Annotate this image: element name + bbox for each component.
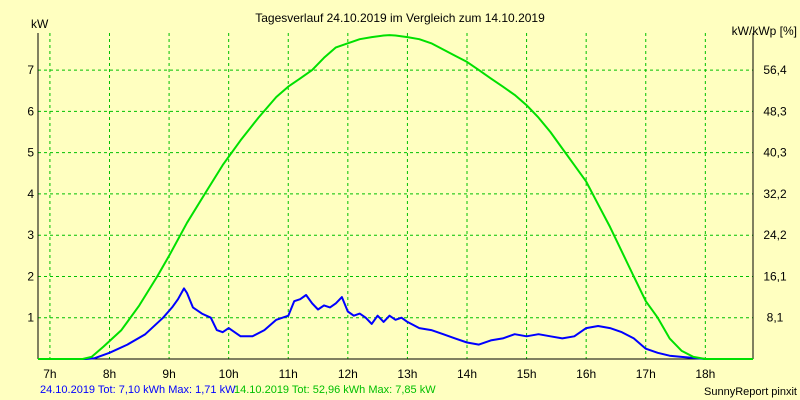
- x-tick-label-2: 9h: [162, 367, 175, 381]
- y-tick-label-left-0: 1: [27, 311, 34, 325]
- y-tick-label-right-0: 8,1: [767, 311, 784, 325]
- footer-series-b: 14.10.2019 Tot: 52,96 kWh Max: 7,85 kW: [234, 384, 436, 396]
- y-axis-label-right: kW/kWp [%]: [732, 24, 797, 38]
- y-tick-label-right-3: 32,2: [763, 187, 787, 201]
- x-tick-label-0: 7h: [43, 367, 56, 381]
- x-tick-label-11: 18h: [695, 367, 715, 381]
- y-tick-label-left-3: 4: [27, 187, 34, 201]
- y-tick-label-right-6: 56,4: [763, 63, 787, 77]
- footer-series-a: 24.10.2019 Tot: 7,10 kWh Max: 1,71 kW: [40, 384, 236, 396]
- x-tick-label-3: 10h: [219, 367, 239, 381]
- footer-credit: SunnyReport pinxit: [704, 386, 797, 398]
- series-line-a: [38, 287, 753, 360]
- x-tick-label-1: 8h: [103, 367, 116, 381]
- y-tick-label-left-2: 3: [27, 228, 34, 242]
- x-tick-label-10: 17h: [636, 367, 656, 381]
- y-tick-label-right-4: 40,3: [763, 146, 787, 160]
- x-tick-label-9: 16h: [576, 367, 596, 381]
- x-tick-label-5: 12h: [338, 367, 358, 381]
- y-tick-label-right-2: 24,2: [763, 228, 787, 242]
- x-tick-label-7: 14h: [457, 367, 477, 381]
- y-tick-label-left-5: 6: [27, 104, 34, 118]
- series-group: [38, 34, 753, 360]
- y-tick-label-left-6: 7: [27, 63, 34, 77]
- x-tick-label-4: 11h: [279, 367, 298, 381]
- y-tick-label-left-1: 2: [27, 269, 34, 283]
- y-tick-label-left-4: 5: [27, 146, 34, 160]
- y-tick-label-right-1: 16,1: [763, 269, 787, 283]
- chart-title: Tagesverlauf 24.10.2019 im Vergleich zum…: [255, 11, 545, 25]
- x-tick-label-6: 13h: [397, 367, 417, 381]
- series-line-b: [38, 34, 753, 360]
- x-tick-label-8: 15h: [517, 367, 537, 381]
- y-tick-label-right-5: 48,3: [763, 104, 787, 118]
- plot-area: [38, 33, 753, 359]
- y-axis-label-left: kW: [31, 17, 49, 31]
- tick-labels: 7h 8h 9h 10h 11h 12h 13h 14h 15h 16h 17h 18h 1 2 3 4 5 6 7…: [27, 63, 787, 381]
